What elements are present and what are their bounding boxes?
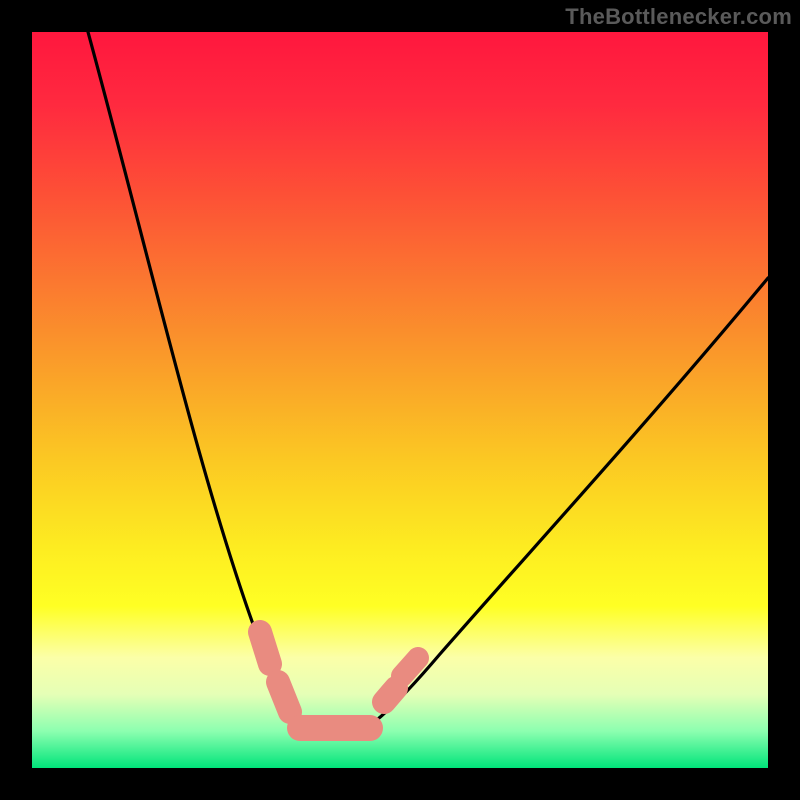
chart-frame: TheBottlenecker.com (0, 0, 800, 800)
gradient-background (32, 32, 768, 768)
marker-segment (278, 682, 290, 712)
marker-segment (384, 688, 396, 702)
marker-segment (402, 658, 418, 676)
marker-segment (260, 632, 270, 664)
watermark-text: TheBottlenecker.com (565, 4, 792, 30)
bottleneck-chart (0, 0, 800, 800)
